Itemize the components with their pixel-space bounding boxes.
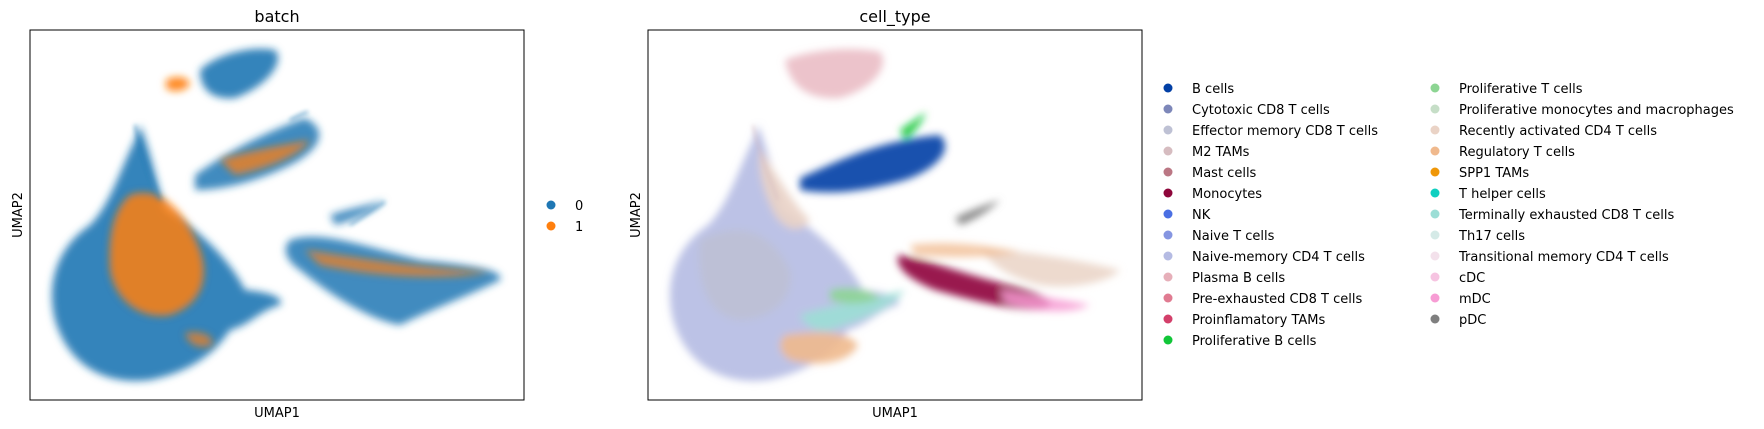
cell-type-xlabel: UMAP1 [872, 406, 918, 421]
legend-label: Naive T cells [1192, 229, 1275, 244]
legend-label: Proinflamatory TAMs [1192, 313, 1326, 328]
batch-panel: batch UMAP1 UMAP2 01 [11, 7, 583, 421]
legend-marker [1430, 293, 1440, 303]
batch-0-right-cluster [285, 236, 501, 325]
legend-label: Proliferative T cells [1459, 82, 1583, 97]
legend-label: Recently activated CD4 T cells [1459, 124, 1657, 139]
batch-right-tendril [349, 201, 386, 226]
batch-scatter-points [51, 48, 501, 381]
legend-marker [1163, 230, 1173, 240]
plasma-b-region [785, 49, 884, 99]
batch-xlabel: UMAP1 [254, 406, 300, 421]
legend-marker [1163, 125, 1173, 135]
legend-marker [1430, 272, 1440, 282]
b-cells-region [800, 135, 946, 193]
cell-type-title: cell_type [859, 7, 930, 27]
legend-label: Plasma B cells [1192, 271, 1285, 286]
legend-label: Proliferative B cells [1192, 334, 1317, 349]
batch-1-main-cluster [109, 192, 204, 316]
mdc-region [1000, 290, 1090, 312]
legend-marker [1430, 230, 1440, 240]
legend-marker [1163, 335, 1173, 345]
cell-type-ylabel: UMAP2 [629, 192, 644, 238]
legend-marker [1163, 146, 1173, 156]
legend-marker [1163, 314, 1173, 324]
legend-marker [1430, 104, 1440, 114]
legend-marker [1163, 167, 1173, 177]
legend-label: Pre-exhausted CD8 T cells [1192, 292, 1362, 307]
legend-label: Transitional memory CD4 T cells [1458, 250, 1669, 265]
cell-type-tendrils [752, 124, 779, 201]
cell-type-plot-frame [647, 29, 1143, 401]
batch-plot-frame [29, 29, 525, 401]
legend-label: cDC [1459, 271, 1485, 286]
legend-label: NK [1192, 208, 1211, 223]
batch-1-lower-spot [185, 332, 213, 347]
legend-label: Naive-memory CD4 T cells [1192, 250, 1365, 265]
legend-label: B cells [1192, 82, 1234, 97]
legend-marker [546, 221, 556, 231]
batch-0-upper-cluster [200, 48, 279, 99]
legend-marker [1163, 272, 1173, 282]
cell-type-regions [669, 49, 1120, 381]
regulatory-right-region [910, 243, 1020, 257]
recently-activated-cd4-region [759, 150, 810, 230]
legend-label: M2 TAMs [1192, 145, 1250, 160]
legend-label: Terminally exhausted CD8 T cells [1458, 208, 1674, 223]
proliferative-b-region [900, 112, 926, 140]
legend-marker [1163, 188, 1173, 198]
legend-label: mDC [1459, 292, 1491, 307]
batch-tendrils [134, 111, 386, 226]
batch-1-right-band [305, 250, 490, 277]
batch-title: batch [254, 7, 299, 26]
regulatory-t-region [780, 332, 858, 364]
legend-marker [1430, 167, 1440, 177]
effector-memory-cd8-region [699, 230, 791, 320]
batch-0-small-cluster [330, 200, 385, 225]
cell-type-legend: B cells Cytotoxic CD8 T cells Effector mem… [1163, 82, 1734, 349]
legend-marker [1430, 83, 1440, 93]
legend-label: 0 [575, 199, 583, 214]
legend-label: Effector memory CD8 T cells [1192, 124, 1378, 139]
legend-marker [1163, 293, 1173, 303]
cell-type-upper-tendril [752, 124, 779, 201]
legend-marker [1430, 146, 1440, 156]
legend-label: Cytotoxic CD8 T cells [1192, 103, 1330, 118]
legend-label: 1 [575, 220, 583, 235]
legend-label: Mast cells [1192, 166, 1257, 181]
batch-mid-tendril [289, 111, 309, 121]
batch-1-upper-spot [166, 76, 190, 92]
legend-marker [1430, 314, 1440, 324]
legend-label: T helper cells [1458, 187, 1546, 202]
recently-activated-right-region [980, 248, 1120, 287]
legend-marker [1430, 209, 1440, 219]
legend-marker [1430, 188, 1440, 198]
legend-marker [1430, 125, 1440, 135]
legend-label: Th17 cells [1458, 229, 1525, 244]
batch-1-mid-band [220, 140, 310, 175]
proliferative-t-region [830, 287, 880, 304]
legend-marker [1163, 209, 1173, 219]
legend-marker [1163, 104, 1173, 114]
legend-marker [546, 200, 556, 210]
legend-label: SPP1 TAMs [1459, 166, 1529, 181]
legend-marker [1163, 251, 1173, 261]
batch-upper-tendril [134, 124, 161, 201]
legend-label: Monocytes [1192, 187, 1262, 202]
batch-legend: 01 [546, 199, 583, 235]
terminally-exhausted-region [800, 290, 905, 331]
legend-marker [1430, 251, 1440, 261]
cell-type-scatter-points [669, 49, 1120, 381]
legend-label: Regulatory T cells [1459, 145, 1575, 160]
legend-label: pDC [1459, 313, 1486, 328]
pdc-region [955, 200, 1000, 225]
legend-label: Proliferative monocytes and macrophages [1459, 103, 1734, 118]
batch-ylabel: UMAP2 [11, 192, 26, 238]
batch-1-points [109, 76, 490, 347]
legend-marker [1163, 83, 1173, 93]
cell-type-panel: cell_type UMAP1 UMAP2 B cells Cytotoxic C… [629, 7, 1734, 421]
